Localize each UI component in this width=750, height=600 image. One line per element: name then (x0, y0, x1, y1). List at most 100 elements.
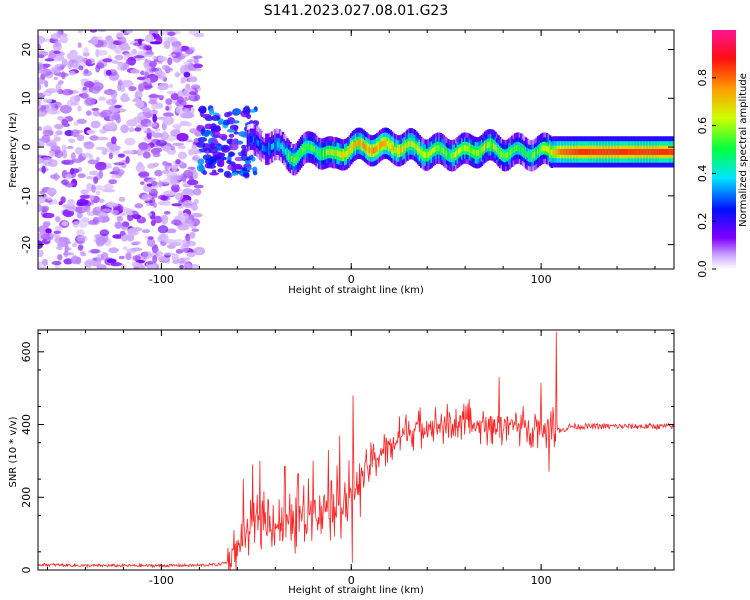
heatmap-noise-blob (196, 249, 202, 255)
heatmap-ridge-cell (255, 138, 259, 145)
heatmap-noise-blob (171, 99, 178, 104)
heatmap-ridge-cell (521, 147, 525, 154)
heatmap-ridge-cell (497, 147, 500, 154)
heatmap-ridge-cell (652, 149, 655, 155)
heatmap-noise-blob (40, 73, 46, 80)
y-tick-label: 10 (20, 91, 33, 105)
heatmap-cluster-blob (208, 107, 215, 115)
heatmap-noise-blob (59, 35, 69, 44)
heatmap-noise-blob (119, 230, 126, 236)
heatmap-noise-blob (162, 200, 171, 206)
heatmap-noise-blob (49, 110, 61, 115)
heatmap-ridge-cell (667, 149, 670, 155)
heatmap-ridge-cell (506, 152, 509, 158)
snr-ticks: -100 0 100 0 200 400 600 (20, 330, 674, 587)
heatmap-ridge-cell (663, 149, 666, 155)
heatmap-ridge-cell (464, 145, 467, 151)
y-tick-label: -10 (20, 187, 33, 205)
heatmap-noise-blob (83, 46, 89, 56)
heatmap-ridge-cell (333, 149, 336, 156)
heatmap-noise-blob (152, 202, 157, 209)
heatmap-ridge-cell (286, 151, 289, 157)
heatmap-noise-blob (38, 261, 42, 269)
heatmap-noise-blob (166, 90, 177, 95)
heatmap-cluster-blob (197, 137, 208, 142)
heatmap-cluster-blob (202, 129, 210, 138)
heatmap-ridge-cell (457, 148, 461, 155)
heatmap-noise-blob (110, 262, 123, 267)
heatmap-noise-blob (194, 131, 203, 137)
chart-title: S141.2023.027.08.01.G23 (264, 3, 449, 19)
heatmap-noise-blob (61, 179, 69, 186)
heatmap-cluster-blob (213, 112, 220, 116)
heatmap-noise-blob (183, 258, 189, 262)
heatmap-noise-blob (161, 215, 169, 224)
heatmap-ridge-cell (312, 145, 315, 152)
heatmap-ridge-cell (477, 149, 481, 156)
heatmap-noise-blob (183, 108, 190, 114)
heatmap-noise-blob (174, 71, 180, 78)
heatmap-noise-blob (135, 90, 143, 99)
heatmap-ridge-cell (377, 144, 380, 151)
heatmap-ridge-cell (532, 152, 535, 159)
heatmap-noise-blob (51, 260, 62, 266)
heatmap-noise-blob (42, 212, 55, 219)
heatmap-ridge-cell (614, 149, 617, 155)
heatmap-noise-blob (193, 171, 198, 180)
heatmap-noise-blob (107, 43, 117, 49)
heatmap-noise-blob (106, 162, 112, 169)
heatmap-noise-blob (117, 153, 126, 158)
heatmap-ridge-cell (263, 145, 266, 152)
heatmap-ridge-cell (316, 149, 320, 156)
heatmap-ridge-cell (660, 149, 663, 155)
heatmap-noise-blob (54, 236, 67, 244)
heatmap-noise-blob (136, 76, 146, 81)
heatmap-ridge-cell (416, 145, 420, 152)
heatmap-ridge-cell (441, 146, 444, 153)
heatmap-noise-blob (133, 42, 143, 47)
heatmap-noise-blob (152, 55, 157, 60)
heatmap-ridge-cell (632, 149, 635, 155)
heatmap-ridge-cell (277, 141, 280, 148)
heatmap-noise-blob (81, 152, 92, 158)
colorbar-tick-label: 0.2 (696, 212, 709, 230)
heatmap-noise-blob (97, 162, 107, 167)
heatmap-ridge-cell (512, 147, 515, 153)
heatmap-noise-blob (38, 100, 41, 107)
heatmap-cluster-blob (197, 158, 205, 165)
heatmap-ridge-cell (605, 149, 608, 155)
heatmap-noise-blob (77, 42, 82, 49)
heatmap-noise-blob (162, 178, 171, 185)
heatmap-ridge-cell (555, 149, 558, 155)
heatmap-ridge-cell (379, 143, 382, 149)
heatmap-noise-blob (95, 190, 101, 196)
heatmap-noise-blob (40, 157, 53, 164)
heatmap-noise-blob (155, 35, 162, 41)
heatmap-ridge-cell (536, 148, 540, 155)
heatmap-noise-blob (180, 97, 190, 101)
heatmap-noise-blob (131, 261, 141, 268)
heatmap-cluster-blob (196, 164, 205, 172)
heatmap-noise-blob (167, 57, 173, 66)
heatmap-noise-blob (191, 67, 202, 72)
heatmap-ridge-cell (328, 148, 332, 155)
heatmap-ridge-cell (670, 149, 673, 155)
heatmap-ridge-cell (360, 141, 364, 147)
heatmap-noise-blob (169, 37, 178, 43)
heatmap-ridge-cell (590, 149, 593, 155)
heatmap-ridge-cell (564, 149, 567, 155)
heatmap-ridge-cell (647, 149, 651, 155)
heatmap-noise-blob (153, 247, 160, 252)
heatmap-ridge-cell (413, 142, 417, 149)
x-tick-label: 100 (531, 574, 552, 587)
heatmap-noise-blob (147, 212, 153, 217)
heatmap-ridge-cell (427, 151, 430, 158)
heatmap-noise-blob (192, 63, 203, 69)
heatmap-ridge-cell (394, 146, 397, 153)
heatmap-ridge-cell (365, 144, 368, 151)
heatmap-ridge-cell (593, 149, 596, 155)
heatmap-noise-blob (183, 64, 194, 71)
heatmap-ridge-cell (292, 156, 295, 163)
heatmap-noise-blob (175, 159, 181, 165)
colorbar-ticks: 0.0 0.2 0.4 0.6 0.8 (696, 69, 716, 278)
